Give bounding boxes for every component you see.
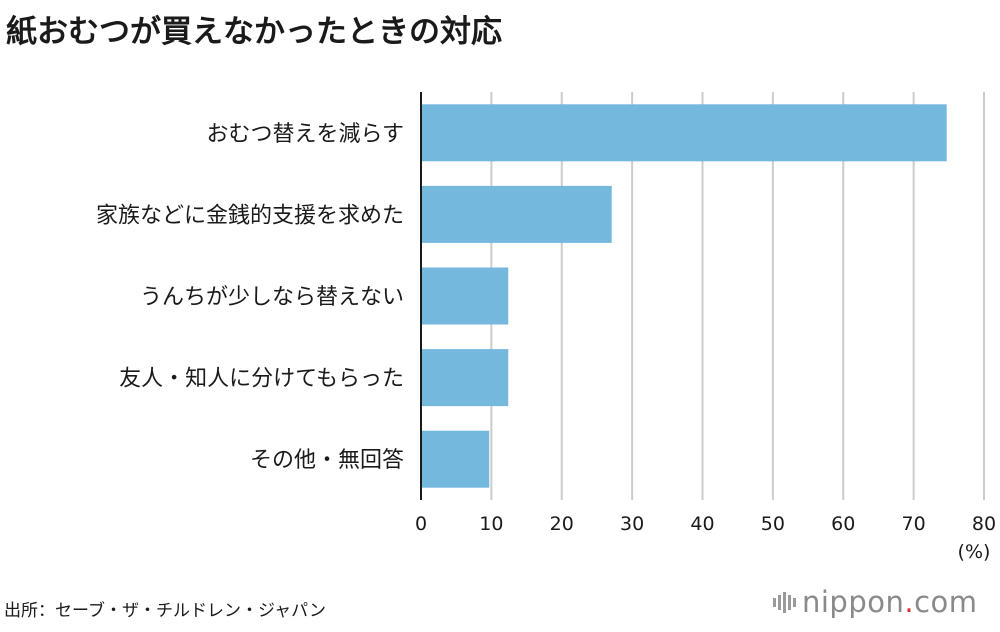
brand-name: nippon (802, 585, 905, 619)
category-label: 家族などに金銭的支援を求めた (96, 203, 404, 228)
category-labels: おむつ替えを減らす家族などに金銭的支援を求めたうんちが少しなら替えない友人・知人… (96, 122, 404, 473)
bar (421, 185, 612, 243)
x-tick-labels: 0 10 20 30 40 50 60 70 80 (415, 513, 996, 535)
chart-title: 紙おむつが買えなかったときの対応 (6, 14, 502, 50)
brand-logo: nippon.com (773, 585, 978, 619)
brand-tld: com (914, 585, 978, 619)
category-label: おむつ替えを減らす (206, 122, 404, 147)
x-tick-label: 10 (479, 513, 503, 535)
x-tick-label: 20 (550, 513, 574, 535)
x-tick-label: 50 (761, 513, 785, 535)
x-tick-label: 0 (415, 513, 427, 535)
brand-dot: . (904, 585, 915, 619)
bars (421, 104, 947, 488)
category-label: うんちが少しなら替えない (140, 285, 404, 310)
bar (421, 430, 490, 488)
x-tick-label: 70 (902, 513, 926, 535)
nippon-bars-icon (773, 591, 796, 613)
category-label: 友人・知人に分けてもらった (119, 367, 404, 392)
bar (421, 349, 509, 407)
x-axis-unit-label: (%) (958, 541, 991, 563)
source-note: 出所：セーブ・ザ・チルドレン・ジャパン (4, 601, 326, 621)
x-tick-label: 60 (831, 513, 855, 535)
bar (421, 104, 947, 162)
x-tick-label: 40 (690, 513, 714, 535)
category-label: その他・無回答 (250, 448, 404, 473)
x-tick-label: 80 (972, 513, 996, 535)
bar (421, 267, 509, 325)
x-tick-label: 30 (620, 513, 644, 535)
